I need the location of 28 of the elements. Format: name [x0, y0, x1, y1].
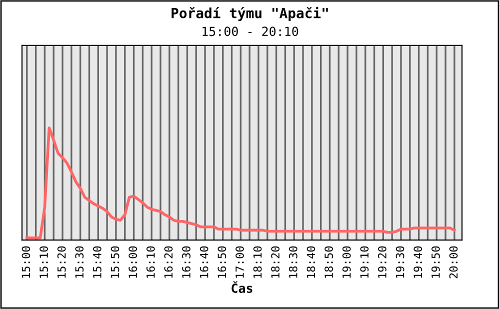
- x-tick-label: 15:00: [22, 246, 30, 278]
- chart-subtitle: 15:00 - 20:10: [202, 26, 298, 36]
- x-tick-label: 19:40: [414, 246, 422, 278]
- x-tick-label: 18:20: [271, 246, 280, 278]
- x-axis-title: Čas: [232, 281, 252, 293]
- x-tick-label: 16:10: [146, 246, 155, 278]
- x-tick-label: 16:50: [218, 246, 226, 278]
- x-tick-label: 15:10: [40, 246, 48, 278]
- chart-title: Pořadí týmu "Apači": [172, 6, 328, 21]
- x-tick-label: 16:00: [128, 246, 138, 278]
- x-tick-label: 15:20: [57, 246, 66, 278]
- x-tick-label: 18:30: [288, 246, 298, 278]
- x-tick-label: 17:00: [236, 246, 244, 278]
- x-tick-label: 16:30: [182, 246, 190, 278]
- x-tick-label: 19:50: [431, 246, 440, 278]
- x-tick-label: 19:10: [360, 246, 369, 278]
- x-tick-label: 20:00: [449, 246, 458, 278]
- x-tick-label: 18:40: [306, 246, 316, 278]
- x-tick-label: 18:10: [253, 246, 262, 278]
- x-tick-label: 19:20: [378, 246, 386, 278]
- x-tick-label: 19:30: [396, 246, 404, 278]
- x-tick-label: 15:30: [75, 246, 84, 278]
- x-tick-label: 15:40: [93, 246, 102, 278]
- x-tick-label: 16:20: [164, 246, 173, 278]
- x-tick-label: 18:50: [324, 246, 333, 278]
- x-tick-label: 16:40: [200, 246, 208, 278]
- x-tick-label: 15:50: [110, 246, 120, 278]
- x-tick-label: 19:00: [342, 246, 351, 278]
